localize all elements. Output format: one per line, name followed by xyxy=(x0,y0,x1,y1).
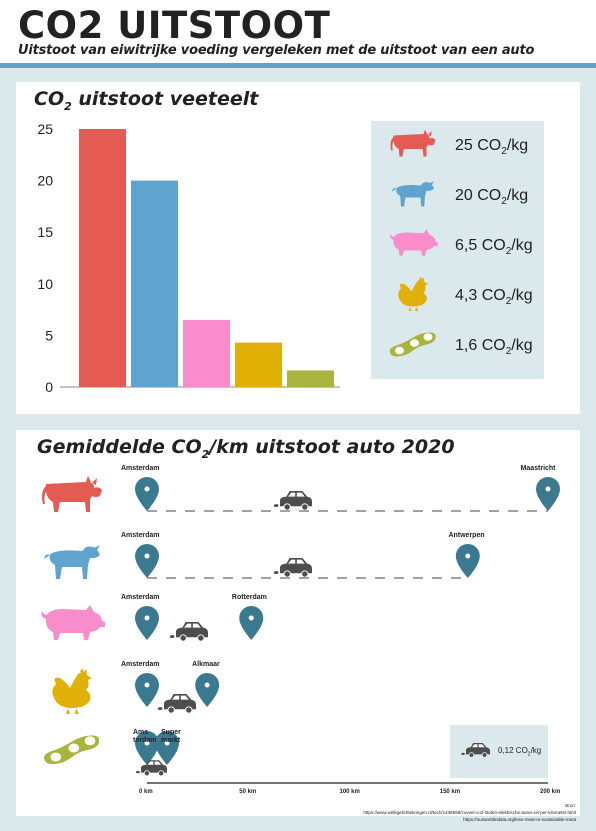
cow-icon xyxy=(42,476,102,512)
beans-icon xyxy=(43,735,100,765)
car-emission-label: 0,12 CO2/kg xyxy=(498,746,542,758)
source-label: Bron: xyxy=(565,803,576,808)
start-city-label: Amsterdam xyxy=(121,661,160,669)
location-pin-icon xyxy=(455,544,480,578)
end-city-label-line: Rotterdam xyxy=(231,594,267,601)
end-city-label: Super markt xyxy=(161,729,181,745)
car-icon xyxy=(461,743,490,758)
start-city-label: Amsterdam xyxy=(121,594,160,602)
end-city-label: Antwerpen xyxy=(448,532,484,540)
car-icon xyxy=(157,694,196,714)
cow-icon xyxy=(390,129,436,157)
distance-tick-label: 50 km xyxy=(239,789,257,795)
start-city-label: Amsterdam xyxy=(121,465,160,473)
distance-tick-label: 150 km xyxy=(439,789,461,795)
legend-item: 6,5 CO2/kg xyxy=(371,223,544,273)
bar-rund xyxy=(79,129,126,387)
legend-label: 20 CO2/kg xyxy=(455,187,529,208)
y-tick-label: 15 xyxy=(37,224,53,240)
page-subtitle: Uitstoot van eiwitrijke voeding vergelek… xyxy=(18,43,535,58)
chicken-icon xyxy=(52,668,92,714)
car-icon xyxy=(273,558,312,578)
location-pin-icon xyxy=(239,606,264,640)
location-pin-icon xyxy=(135,606,159,640)
distance-tick-label: 0 km xyxy=(139,789,153,795)
header-divider xyxy=(0,63,596,68)
bar-bonen xyxy=(287,370,334,387)
legend-icon-wrap xyxy=(392,181,434,207)
legend-icon-wrap xyxy=(390,229,438,256)
start-city-label-line: Amsterdam xyxy=(121,661,160,668)
y-tick-label: 10 xyxy=(37,276,53,292)
y-tick-label: 0 xyxy=(45,379,53,395)
y-tick-label: 20 xyxy=(37,173,53,189)
distance-tick-label: 100 km xyxy=(339,789,360,795)
legend-item: 4,3 CO2/kg xyxy=(371,273,544,323)
end-city-label: Rotterdam xyxy=(232,594,267,602)
start-city-label-line: Amsterdam xyxy=(121,465,160,472)
end-city-label-line: Alkmaar xyxy=(192,661,220,668)
lamb-icon xyxy=(392,181,434,207)
legend-item: 25 CO2/kg xyxy=(371,123,544,173)
end-city-label: Maastricht xyxy=(521,465,556,473)
end-city-label-line: markt xyxy=(161,737,181,744)
distance-tick-label: 200 km xyxy=(540,789,561,795)
page-title: CO2 UITSTOOT xyxy=(18,4,331,47)
start-city-label-line: Amsterdam xyxy=(121,594,160,601)
bar-lam xyxy=(131,180,178,387)
car-distance-title: Gemiddelde CO2/km uitstoot auto 2020 xyxy=(37,436,455,461)
car-icon xyxy=(169,622,208,642)
location-pin-icon xyxy=(536,477,560,511)
location-pin-icon xyxy=(155,731,180,765)
livestock-chart-title: CO2 uitstoot veeteelt xyxy=(34,88,259,113)
car-icon xyxy=(135,760,167,777)
legend-label: 6,5 CO2/kg xyxy=(455,237,533,258)
location-pin-icon xyxy=(135,731,159,765)
legend-label: 25 CO2/kg xyxy=(455,137,529,158)
end-city-label: Alkmaar xyxy=(192,661,220,669)
legend-label: 4,3 CO2/kg xyxy=(455,287,533,308)
bar-varken xyxy=(183,319,230,387)
lamb-icon xyxy=(44,545,100,579)
y-tick-label: 25 xyxy=(37,121,53,137)
start-city-label: Amsterdam xyxy=(121,532,160,540)
car-icon xyxy=(273,491,312,511)
beans-icon xyxy=(389,332,436,357)
legend-icon-wrap xyxy=(389,332,436,357)
y-tick-label: 5 xyxy=(45,327,53,343)
pig-icon xyxy=(41,605,105,640)
legend-icon-wrap xyxy=(390,129,436,157)
location-pin-icon xyxy=(135,673,159,707)
start-city-label-line: Amsterdam xyxy=(121,532,160,539)
header: CO2 UITSTOOT Uitstoot van eiwitrijke voe… xyxy=(0,0,596,68)
chicken-icon xyxy=(398,276,428,311)
end-city-label-line: Antwerpen xyxy=(448,532,485,539)
legend-icon-wrap xyxy=(398,276,428,311)
end-city-label-line: Super xyxy=(161,729,181,736)
location-pin-icon xyxy=(135,477,159,511)
location-pin-icon xyxy=(135,544,159,578)
legend-label: 1,6 CO2/kg xyxy=(455,337,533,358)
legend-item: 20 CO2/kg xyxy=(371,173,544,223)
start-city-label-line: terdam xyxy=(133,737,157,744)
livestock-legend: 25 CO2/kg 20 CO2/kg 6,5 CO2/kg 4,3 CO2/kg 1,… xyxy=(371,121,544,379)
end-city-label-line: Maastricht xyxy=(520,465,556,472)
location-pin-icon xyxy=(195,673,220,707)
start-city-label-line: Ams xyxy=(133,729,149,736)
pig-icon xyxy=(390,229,438,256)
source-link-2[interactable]: https://ourworldindata.org/less-meat-or-… xyxy=(463,817,576,822)
legend-item: 1,6 CO2/kg xyxy=(371,323,544,373)
bar-kip xyxy=(235,342,282,387)
source-link-1[interactable]: https://www.welkgelichtekringen.nl/tech/… xyxy=(363,810,576,815)
